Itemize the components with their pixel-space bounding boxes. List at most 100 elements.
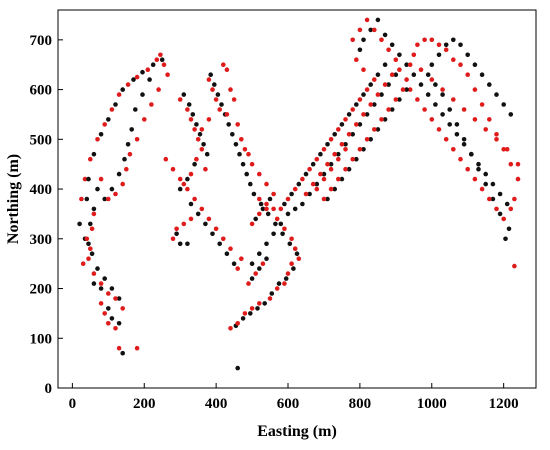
data-point-series-0 bbox=[113, 326, 118, 331]
data-point-series-1 bbox=[472, 62, 478, 67]
data-point-series-0 bbox=[199, 147, 205, 152]
data-point-series-0 bbox=[386, 107, 391, 112]
data-point-series-1 bbox=[404, 62, 409, 67]
data-point-series-0 bbox=[314, 156, 320, 162]
data-point-series-1 bbox=[476, 166, 481, 172]
data-point-series-1 bbox=[226, 122, 231, 127]
y-axis-title: Northing (m) bbox=[5, 154, 22, 244]
data-point-series-0 bbox=[393, 57, 399, 62]
data-point-series-1 bbox=[197, 132, 203, 137]
data-point-series-0 bbox=[88, 246, 93, 251]
data-point-series-1 bbox=[249, 276, 255, 281]
y-axis-ticks: 0 100 200 300 400 500 600 700 bbox=[30, 33, 63, 397]
data-point-series-1 bbox=[346, 112, 352, 117]
data-point-series-1 bbox=[447, 107, 453, 112]
data-point-series-0 bbox=[102, 311, 107, 316]
data-point-series-0 bbox=[292, 246, 298, 251]
data-point-series-0 bbox=[479, 186, 485, 192]
data-point-series-0 bbox=[235, 321, 240, 326]
data-point-series-0 bbox=[465, 72, 471, 77]
data-point-series-0 bbox=[246, 151, 251, 157]
data-point-series-1 bbox=[257, 266, 262, 271]
data-point-series-1 bbox=[231, 261, 237, 267]
data-point-series-1 bbox=[177, 186, 183, 192]
data-point-series-1 bbox=[86, 176, 91, 182]
data-point-series-1 bbox=[375, 72, 381, 77]
data-point-series-0 bbox=[231, 97, 237, 102]
data-point-series-0 bbox=[472, 176, 478, 182]
data-point-series-1 bbox=[325, 196, 330, 202]
data-point-series-0 bbox=[429, 77, 435, 82]
data-point-series-1 bbox=[501, 102, 507, 107]
data-point-series-0 bbox=[154, 57, 160, 62]
data-point-series-1 bbox=[88, 221, 93, 227]
data-point-series-0 bbox=[91, 271, 97, 276]
data-point-series-1 bbox=[451, 37, 456, 43]
data-point-series-0 bbox=[282, 226, 287, 232]
data-point-series-1 bbox=[458, 42, 463, 48]
data-point-series-1 bbox=[404, 87, 409, 92]
data-point-series-0 bbox=[195, 137, 201, 142]
data-point-series-0 bbox=[120, 306, 125, 311]
data-point-series-1 bbox=[102, 196, 107, 202]
data-point-series-0 bbox=[375, 92, 381, 97]
data-point-series-0 bbox=[379, 37, 384, 43]
data-point-series-0 bbox=[278, 206, 284, 212]
data-point-series-1 bbox=[379, 92, 384, 97]
data-point-series-0 bbox=[321, 176, 327, 182]
data-point-series-0 bbox=[508, 161, 514, 167]
data-point-series-1 bbox=[310, 161, 316, 167]
data-point-series-1 bbox=[129, 127, 134, 132]
y-tick-label: 300 bbox=[30, 232, 53, 248]
data-point-series-1 bbox=[91, 281, 97, 286]
data-point-series-0 bbox=[393, 97, 399, 102]
data-point-series-0 bbox=[483, 127, 489, 132]
data-point-series-1 bbox=[95, 266, 100, 271]
data-point-series-1 bbox=[280, 231, 285, 237]
data-point-series-1 bbox=[332, 186, 338, 192]
y-tick-label: 0 bbox=[45, 381, 53, 397]
data-point-series-0 bbox=[379, 117, 384, 122]
data-point-series-0 bbox=[501, 147, 507, 152]
data-point-series-0 bbox=[163, 156, 169, 162]
data-point-series-1 bbox=[303, 171, 309, 177]
data-point-series-0 bbox=[249, 221, 255, 227]
data-point-series-0 bbox=[224, 67, 230, 72]
data-point-series-0 bbox=[386, 47, 391, 53]
data-point-series-1 bbox=[336, 151, 341, 157]
data-point-series-1 bbox=[294, 251, 300, 256]
data-point-series-0 bbox=[364, 87, 370, 92]
plot-frame bbox=[57, 9, 537, 389]
data-point-series-0 bbox=[106, 291, 111, 296]
data-point-series-0 bbox=[188, 117, 194, 122]
data-point-series-1 bbox=[109, 316, 115, 321]
y-tick-label: 500 bbox=[30, 132, 53, 148]
data-point-series-1 bbox=[291, 266, 296, 271]
data-point-series-1 bbox=[251, 191, 257, 197]
data-point-series-1 bbox=[195, 211, 201, 217]
data-point-series-1 bbox=[133, 107, 138, 112]
data-point-series-0 bbox=[185, 186, 190, 192]
data-point-series-1 bbox=[382, 62, 388, 67]
x-tick-label: 600 bbox=[277, 396, 300, 412]
data-point-series-1 bbox=[490, 181, 496, 187]
data-point-series-0 bbox=[415, 97, 420, 102]
data-point-series-0 bbox=[203, 166, 208, 172]
data-point-series-0 bbox=[357, 147, 363, 152]
data-point-series-0 bbox=[479, 102, 485, 107]
data-point-series-1 bbox=[257, 251, 262, 256]
data-point-series-1 bbox=[425, 72, 431, 77]
data-point-series-0 bbox=[436, 42, 442, 48]
data-point-series-1 bbox=[203, 221, 208, 227]
data-point-series-1 bbox=[95, 186, 100, 192]
data-point-series-0 bbox=[210, 87, 215, 92]
data-point-series-1 bbox=[389, 42, 395, 48]
data-point-series-0 bbox=[95, 137, 100, 142]
data-point-series-1 bbox=[375, 17, 381, 23]
data-point-series-1 bbox=[248, 181, 253, 187]
data-point-series-0 bbox=[249, 161, 255, 167]
data-point-series-1 bbox=[185, 241, 190, 247]
data-point-series-1 bbox=[212, 82, 217, 87]
y-tick-label: 600 bbox=[30, 83, 53, 99]
data-point-series-1 bbox=[264, 256, 269, 262]
